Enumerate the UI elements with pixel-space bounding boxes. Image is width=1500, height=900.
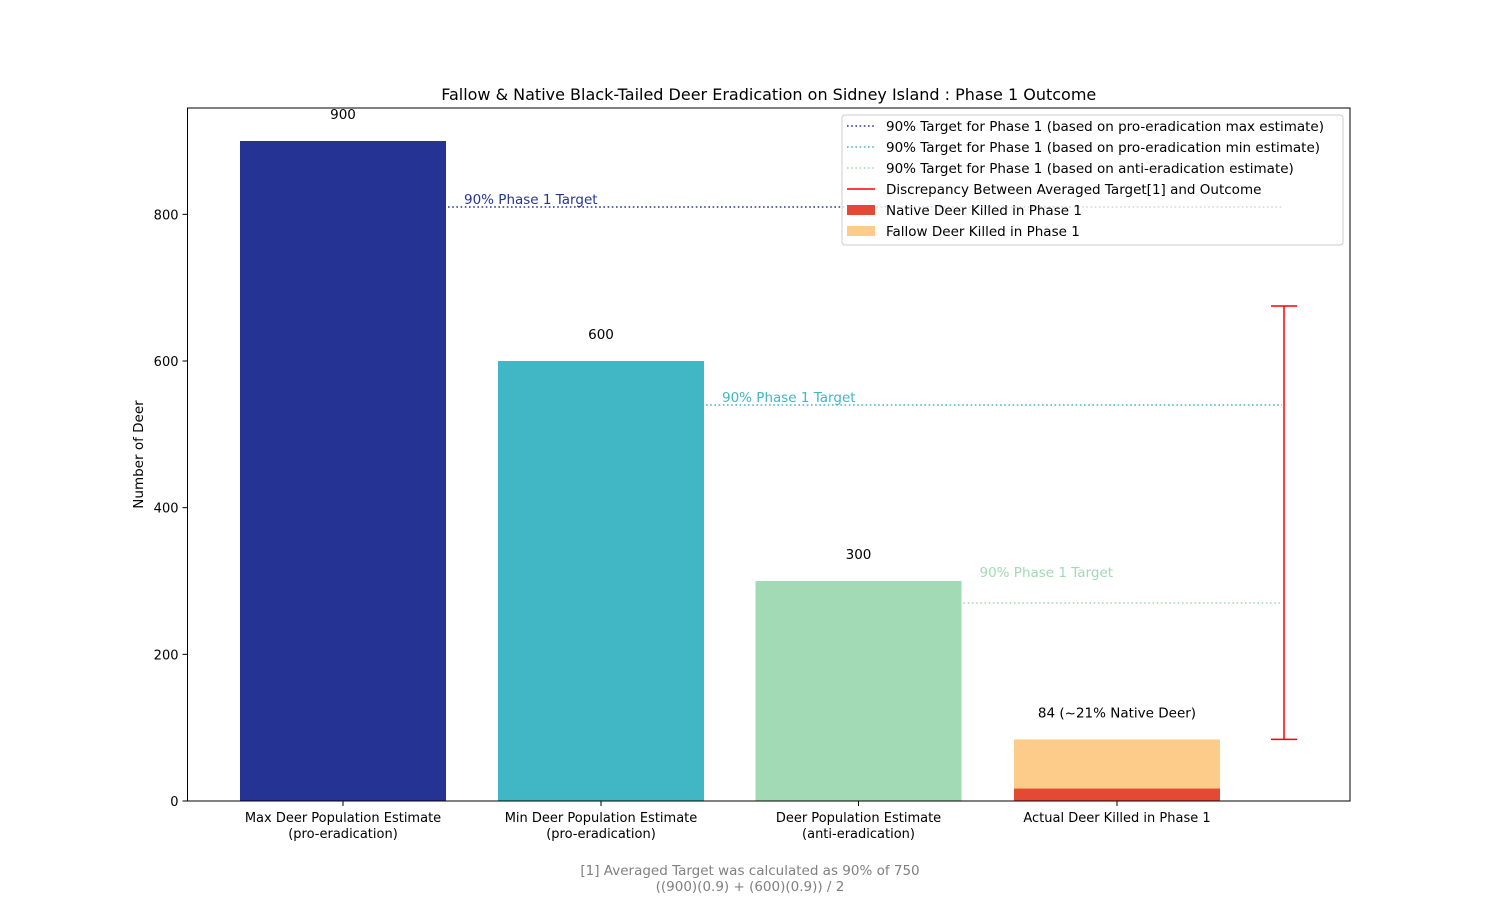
bar-value-label-2: 300 bbox=[846, 547, 872, 563]
stacked-segment-0 bbox=[1014, 788, 1220, 801]
x-tick-label-line: (anti-eradication) bbox=[802, 827, 915, 842]
legend-label-3: Discrepancy Between Averaged Target[1] a… bbox=[886, 182, 1261, 198]
legend-label-4: Native Deer Killed in Phase 1 bbox=[886, 203, 1082, 219]
target-label-1: 90% Phase 1 Target bbox=[722, 390, 856, 406]
y-tick-label-1: 200 bbox=[154, 648, 179, 663]
legend-label-2: 90% Target for Phase 1 (based on anti-er… bbox=[886, 161, 1294, 177]
x-tick-label-0: Max Deer Population Estimate (pro-eradica… bbox=[245, 811, 441, 842]
x-tick-label-line: Deer Population Estimate bbox=[776, 811, 941, 826]
bar-1 bbox=[498, 361, 704, 801]
legend-label-1: 90% Target for Phase 1 (based on pro-era… bbox=[886, 140, 1320, 156]
y-tick-label-2: 400 bbox=[154, 502, 179, 517]
legend-box bbox=[841, 114, 1344, 246]
footnote-line-0: [1] Averaged Target was calculated as 90… bbox=[580, 863, 919, 879]
bar-value-label-1: 600 bbox=[588, 327, 614, 343]
bar-0 bbox=[240, 141, 446, 801]
x-tick-label-line: (pro-eradication) bbox=[288, 827, 398, 842]
footnote-line-1: ((900)(0.9) + (600)(0.9)) / 2 bbox=[656, 879, 845, 895]
target-label-2: 90% Phase 1 Target bbox=[980, 565, 1114, 581]
x-tick-label-line: Max Deer Population Estimate bbox=[245, 811, 441, 826]
target-label-0: 90% Phase 1 Target bbox=[464, 192, 598, 208]
x-tick-label-3: Actual Deer Killed in Phase 1 bbox=[1023, 811, 1210, 826]
legend-swatch-4 bbox=[847, 205, 875, 215]
legend-label-0: 90% Target for Phase 1 (based on pro-era… bbox=[886, 119, 1324, 135]
legend-swatch-5 bbox=[847, 226, 875, 236]
y-tick-label-3: 600 bbox=[154, 355, 179, 370]
bar-2 bbox=[755, 581, 962, 801]
x-tick-label-line: Actual Deer Killed in Phase 1 bbox=[1023, 811, 1210, 826]
stacked-segment-1 bbox=[1014, 739, 1220, 789]
x-tick-label-2: Deer Population Estimate (anti-eradicatio… bbox=[776, 811, 941, 842]
x-tick-label-line: (pro-eradication) bbox=[546, 827, 656, 842]
chart-title: Fallow & Native Black-Tailed Deer Eradic… bbox=[441, 85, 1096, 104]
x-tick-label-1: Min Deer Population Estimate (pro-eradica… bbox=[505, 811, 698, 842]
plot-frame bbox=[187, 107, 1351, 802]
legend-label-5: Fallow Deer Killed in Phase 1 bbox=[886, 224, 1080, 240]
x-tick-label-line: Min Deer Population Estimate bbox=[505, 811, 698, 826]
y-tick-label-4: 800 bbox=[154, 208, 179, 223]
stacked-total-label: 84 (~21% Native Deer) bbox=[1038, 705, 1196, 721]
bar-value-label-0: 900 bbox=[330, 107, 356, 123]
y-tick-label-0: 0 bbox=[170, 795, 178, 810]
y-axis-label: Number of Deer bbox=[131, 400, 147, 509]
